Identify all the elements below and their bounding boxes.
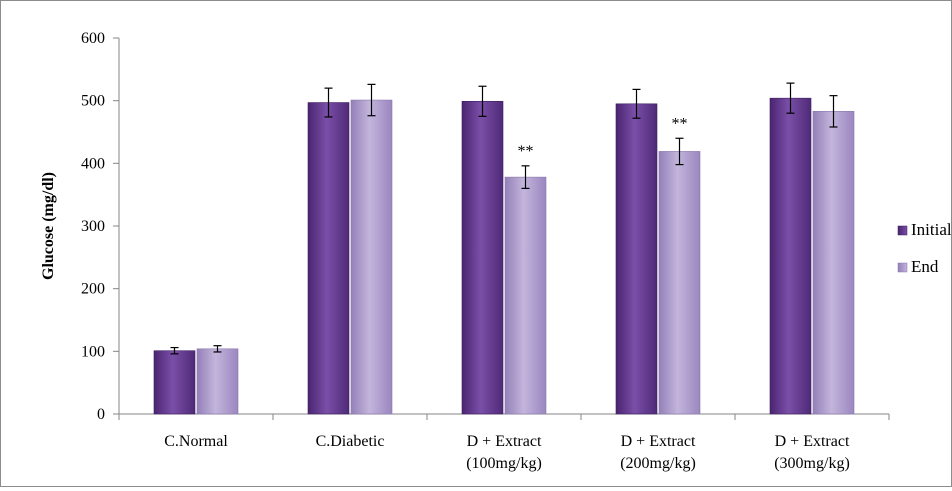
y-axis-title: Glucose (mg/dl) xyxy=(40,172,57,280)
legend: Initial End xyxy=(897,220,952,276)
x-category-label: (100mg/kg) xyxy=(466,455,542,472)
x-axis: C.Normal C.Diabetic D + Extract (100mg/kg) D… xyxy=(118,413,890,472)
y-tick-label: 500 xyxy=(81,93,105,110)
legend-label-end: End xyxy=(911,257,939,276)
y-tick-label: 100 xyxy=(81,343,105,360)
bar-initial xyxy=(615,103,658,415)
x-category-label: D + Extract xyxy=(621,433,696,450)
bar-end xyxy=(504,176,547,415)
y-tick-label: 400 xyxy=(81,155,105,172)
x-category-label: D + Extract xyxy=(467,433,542,450)
bar-end xyxy=(196,348,239,415)
significance-marker: ** xyxy=(518,143,534,160)
error-bars xyxy=(170,82,838,355)
x-category-label: (200mg/kg) xyxy=(620,455,696,472)
bar-initial xyxy=(153,350,196,415)
y-tick-label: 600 xyxy=(81,30,105,47)
legend-swatch-end xyxy=(897,262,908,273)
y-axis: 0 100 200 300 400 500 600 xyxy=(81,30,120,423)
x-category-label: C.Normal xyxy=(164,433,228,450)
significance-marker: ** xyxy=(672,115,688,132)
bar-initial xyxy=(307,102,350,415)
bar-end xyxy=(812,111,855,415)
y-tick-label: 300 xyxy=(81,218,105,235)
annotations: ** ** xyxy=(518,115,688,160)
y-tick-label: 0 xyxy=(97,406,105,423)
legend-label-initial: Initial xyxy=(911,220,951,239)
bar-end xyxy=(658,151,701,415)
x-category-label: D + Extract xyxy=(775,433,850,450)
y-tick-label: 200 xyxy=(81,281,105,298)
bars xyxy=(153,97,855,415)
bar-initial xyxy=(769,97,812,415)
x-category-label: (300mg/kg) xyxy=(774,455,850,472)
x-category-label: C.Diabetic xyxy=(316,433,385,450)
bar-end xyxy=(350,99,393,415)
legend-swatch-initial xyxy=(897,225,908,236)
bar-initial xyxy=(461,100,504,415)
